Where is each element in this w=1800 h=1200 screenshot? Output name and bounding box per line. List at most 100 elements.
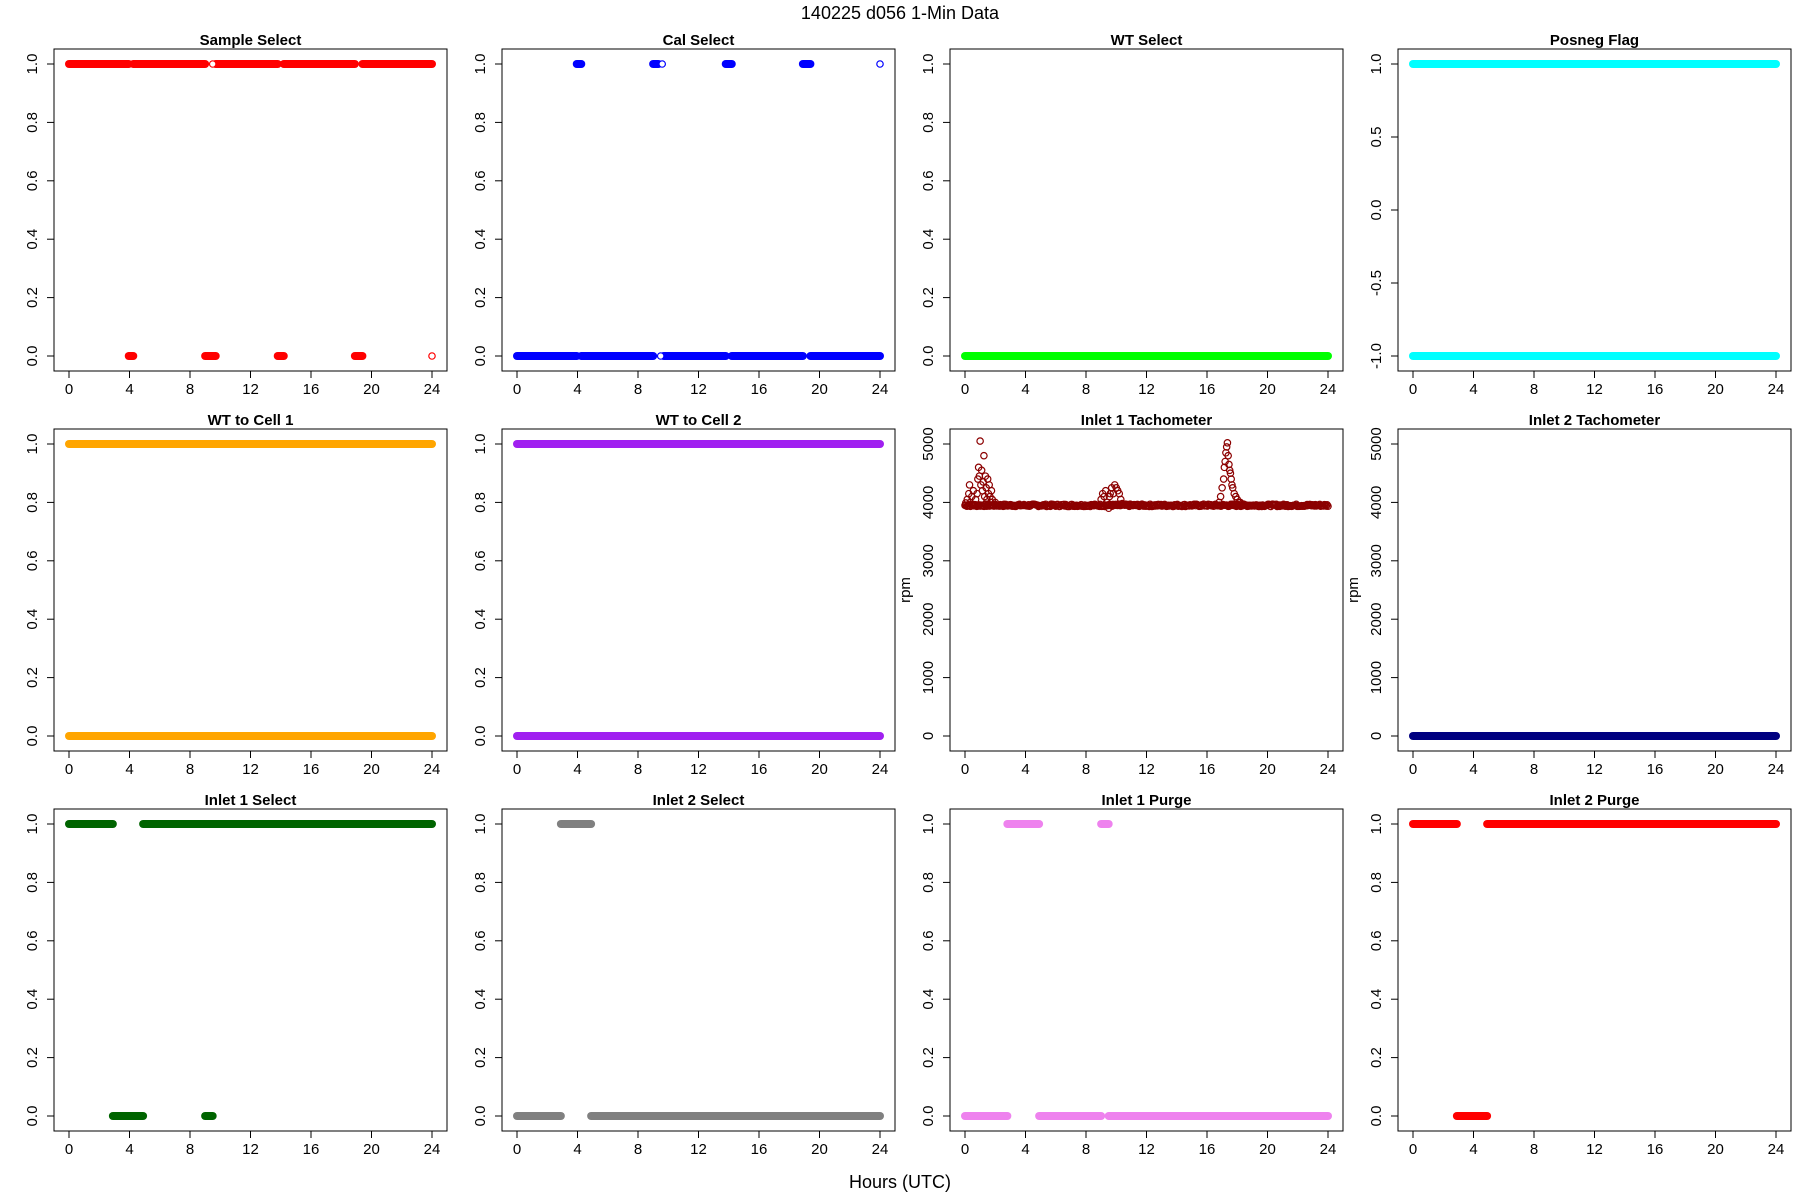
x-tick-label: 4 [1469,381,1477,398]
y-tick-label: 5000 [1368,427,1385,460]
figure-x-axis-label: Hours (UTC) [849,1172,951,1192]
panel-title: Inlet 2 Purge [1549,792,1639,809]
x-tick-label: 24 [1768,381,1785,398]
y-axis-label: rpm [1345,577,1362,603]
panel-title: Cal Select [663,32,735,49]
data-point [976,437,984,445]
panel-3: WT Select 0 4 8 12 16 20 24 0.0 0.2 0.4 0.6 0.8 1.0 [920,32,1344,398]
panel-title: Inlet 2 Select [653,792,745,809]
x-tick-label: 12 [242,761,259,778]
y-tick-label: 2000 [1368,603,1385,636]
data-point [1224,451,1232,460]
x-tick-label: 0 [65,761,73,778]
x-tick-label: 4 [1469,761,1477,778]
x-tick-label: 20 [1707,761,1724,778]
y-tick-label: 1.0 [1368,54,1385,75]
x-tick-label: 8 [634,381,642,398]
x-tick-label: 16 [303,761,320,778]
y-tick-label: 0.6 [24,550,41,571]
x-tick-label: 16 [751,381,768,398]
y-axis-label: rpm [897,577,914,603]
panel-4: Posneg Flag 0 4 8 12 16 20 24 -1.0 -0.5 0.0 0.5 1.0 [1368,32,1792,398]
y-tick-label: 0.2 [472,1047,489,1068]
x-tick-label: 16 [751,761,768,778]
plot-frame [1397,48,1792,372]
x-tick-label: 4 [1021,381,1029,398]
x-tick-label: 4 [573,761,581,778]
y-tick-label: 0.8 [1368,872,1385,893]
x-tick-label: 4 [1021,761,1029,778]
x-tick-label: 8 [1082,761,1090,778]
x-tick-label: 20 [1707,1141,1724,1158]
data-point [987,486,996,495]
panel-title: Posneg Flag [1550,32,1639,49]
x-tick-label: 8 [1530,1141,1538,1158]
data-point [1219,475,1228,483]
x-tick-label: 16 [1199,1141,1216,1158]
data-point [970,500,978,509]
panel-2: Cal Select 0 4 8 12 16 20 24 0.0 0.2 0.4 0.6 0.8 1.0 [472,32,896,398]
y-tick-label: 3000 [920,544,937,577]
y-tick-label: 1.0 [920,54,937,75]
panel-title: WT Select [1111,32,1183,49]
x-tick-label: 16 [1647,1141,1664,1158]
y-tick-label: 0.6 [24,930,41,951]
x-tick-label: 24 [1320,761,1337,778]
y-tick-label: 0.6 [472,550,489,571]
x-tick-label: 16 [303,1141,320,1158]
y-tick-label: 0.2 [920,287,937,308]
x-tick-label: 24 [424,1141,441,1158]
x-tick-label: 0 [1409,1141,1417,1158]
panel-6: WT to Cell 2 0 4 8 12 16 20 24 0.0 0.2 0.4 0.6 0.8 1.… [472,412,896,778]
x-tick-label: 20 [363,381,380,398]
x-tick-label: 0 [961,381,969,398]
x-tick-label: 24 [1768,761,1785,778]
data-point [1237,500,1246,508]
data-point [965,481,974,489]
y-tick-label: 0.4 [920,229,937,250]
y-tick-label: 0.6 [24,170,41,191]
x-tick-label: 12 [1586,381,1603,398]
panel-title: Inlet 1 Tachometer [1081,412,1213,429]
x-tick-label: 20 [363,761,380,778]
x-tick-label: 24 [872,761,889,778]
x-tick-label: 8 [186,381,194,398]
y-tick-label: 0.2 [472,287,489,308]
x-tick-label: 8 [1530,381,1538,398]
x-tick-label: 12 [1138,761,1155,778]
y-tick-label: 0.2 [920,1047,937,1068]
x-tick-label: 12 [690,761,707,778]
x-tick-label: 20 [1259,381,1276,398]
x-tick-label: 20 [1259,761,1276,778]
plot-frame [501,48,896,372]
panel-10: Inlet 2 Select 0 4 8 12 16 20 24 0.0 0.2 0.4 0.6 0.8… [472,792,896,1158]
x-tick-label: 20 [1707,381,1724,398]
x-tick-label: 24 [872,381,889,398]
y-tick-label: 0.2 [24,287,41,308]
y-tick-label: 0.8 [472,872,489,893]
data-point [208,60,217,68]
data-point [977,466,986,475]
data-point [1116,495,1125,504]
y-tick-label: 0 [920,732,937,740]
x-tick-label: 0 [1409,761,1417,778]
x-tick-label: 20 [1259,1141,1276,1158]
x-tick-label: 16 [1199,381,1216,398]
x-tick-label: 8 [634,1141,642,1158]
x-tick-label: 16 [1647,761,1664,778]
data-point [1225,466,1234,475]
x-tick-label: 0 [961,1141,969,1158]
y-tick-label: 0.2 [1368,1047,1385,1068]
y-tick-label: 1.0 [1368,814,1385,835]
data-point [980,451,988,460]
y-tick-label: 0.4 [472,609,489,630]
x-tick-label: 4 [125,1141,133,1158]
x-tick-label: 4 [125,761,133,778]
y-tick-label: 4000 [920,486,937,519]
plot-frame [501,428,896,752]
panel-grid: Sample Select 0 4 8 12 16 20 24 0.0 0.2 0.4 0.6 0.8 1… [24,32,1792,1158]
x-tick-label: 8 [186,761,194,778]
x-tick-label: 12 [242,1141,259,1158]
panel-7: Inlet 1 Tachometer 0 4 8 12 16 20 24 0 1000 2000 30… [897,412,1344,778]
